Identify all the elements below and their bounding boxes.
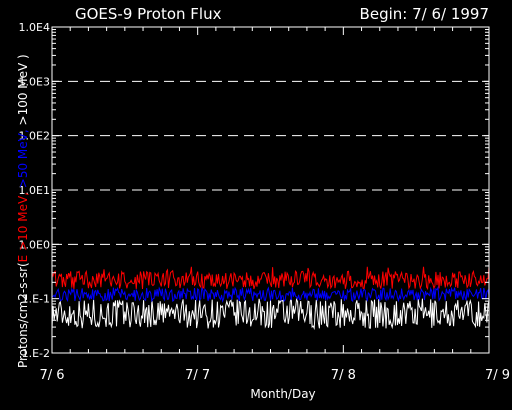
chart-subtitle: Begin: 7/ 6/ 1997 (360, 5, 489, 23)
x-tick-label: 7/ 6 (39, 368, 64, 383)
chart-title: GOES-9 Proton Flux (75, 5, 222, 23)
y-tick-label: 1.0E3 (19, 75, 50, 88)
y-tick-label: 1.0E4 (19, 21, 50, 34)
y-axis-label: Protons/cm2-s-sr(E >10 MeV, >50 MeV, >10… (16, 54, 30, 368)
x-tick-label: 7/ 8 (331, 368, 356, 383)
y-axis-label-part: E >10 MeV, (16, 188, 30, 262)
y-tick-label: 1.0E0 (19, 238, 50, 251)
x-tick-label: 7/ 9 (485, 368, 510, 383)
x-axis-label: Month/Day (250, 387, 315, 401)
y-tick-label: 1.0E1 (19, 184, 50, 197)
y-tick-label: 1.E-1 (22, 293, 50, 306)
series-line (51, 266, 490, 291)
y-axis-label-part: Protons/cm2-s-sr( (16, 262, 30, 368)
x-tick-label: 7/ 7 (185, 368, 210, 383)
series-line (51, 285, 490, 303)
y-axis-label-part: >100 MeV ) (16, 54, 30, 125)
y-tick-label: 1.E-2 (22, 347, 50, 360)
y-tick-label: 1.0E2 (19, 130, 50, 143)
y-axis-label-part: >50 MeV, (16, 125, 30, 188)
